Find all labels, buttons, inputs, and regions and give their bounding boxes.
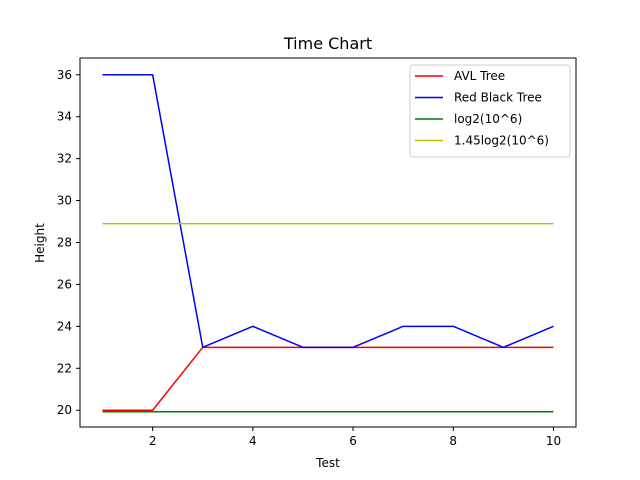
legend-label-2: log2(10^6) <box>454 112 522 126</box>
x-tick-label: 8 <box>449 434 457 448</box>
chart-title: Time Chart <box>283 34 372 53</box>
x-tick-label: 4 <box>249 434 257 448</box>
y-tick-label: 28 <box>57 236 72 250</box>
series-layer <box>102 74 554 413</box>
x-tick-label: 2 <box>149 434 157 448</box>
x-tick-label: 6 <box>349 434 357 448</box>
y-tick-label: 22 <box>57 361 72 375</box>
y-tick-label: 36 <box>57 68 72 82</box>
y-tick-label: 34 <box>57 110 72 124</box>
x-tick-label: 10 <box>546 434 561 448</box>
x-axis-ticks: 2 4 6 8 10 <box>149 427 561 448</box>
y-tick-label: 20 <box>57 403 72 417</box>
y-tick-label: 30 <box>57 194 72 208</box>
legend-label-0: AVL Tree <box>454 69 505 83</box>
series-line-1 <box>102 74 554 349</box>
y-tick-label: 24 <box>57 319 72 333</box>
y-axis-ticks: 20 22 24 26 28 30 32 34 36 <box>57 68 80 417</box>
legend-label-1: Red Black Tree <box>454 91 542 105</box>
legend-box <box>409 64 571 158</box>
x-axis-title: Test <box>315 456 340 470</box>
y-tick-label: 32 <box>57 152 72 166</box>
y-tick-label: 26 <box>57 277 72 291</box>
legend: AVL Tree Red Black Tree log2(10^6) 1.45log2… <box>409 64 571 158</box>
legend-label-3: 1.45log2(10^6) <box>454 134 549 148</box>
y-axis-title: Height <box>33 223 47 263</box>
